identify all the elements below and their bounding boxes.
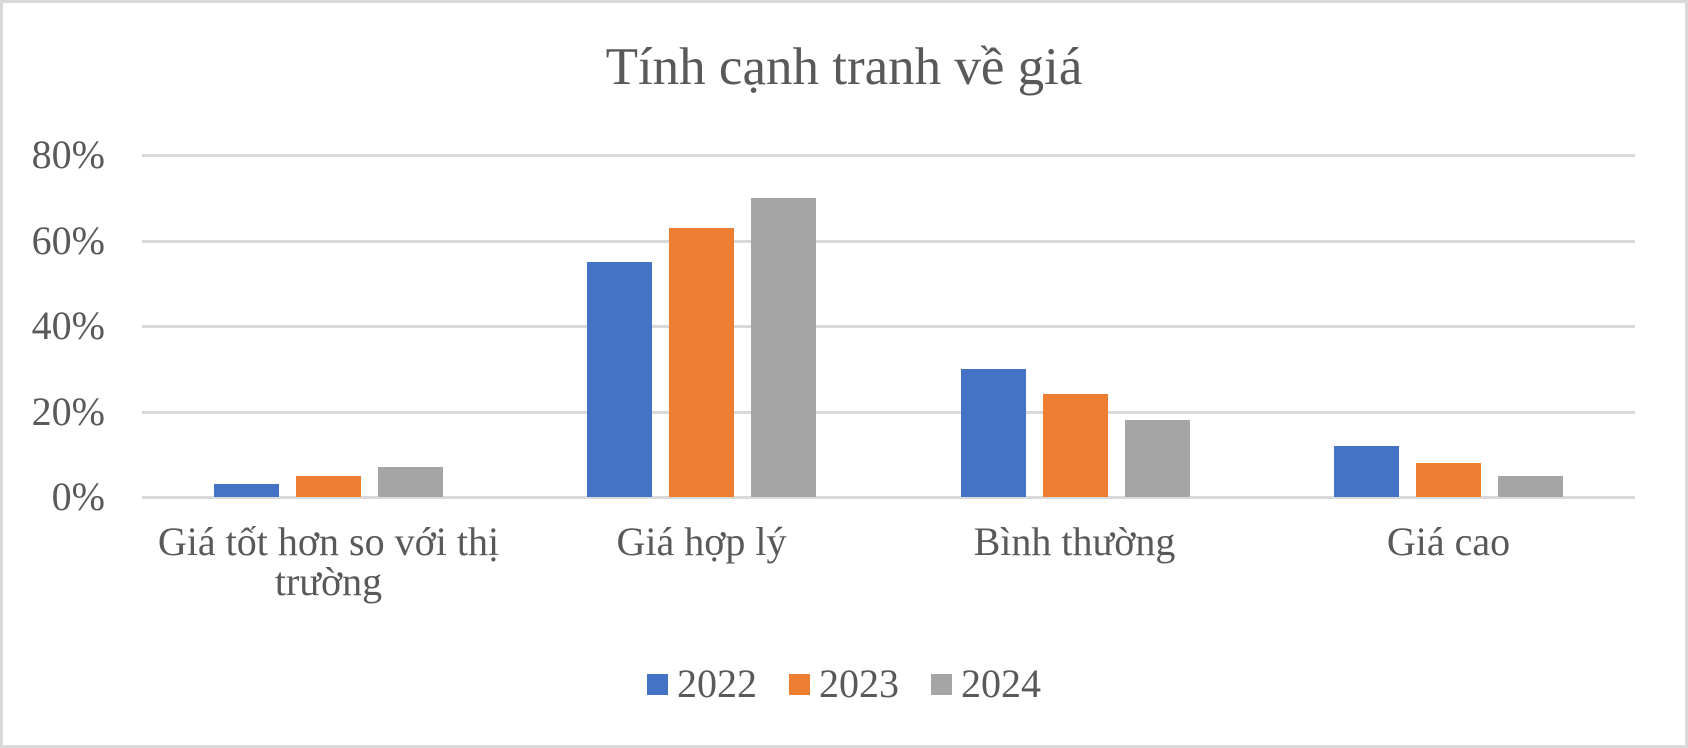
bar-2022-cat1 — [587, 261, 653, 497]
y-tick-label: 40% — [31, 303, 105, 348]
bar-2023-cat3 — [1415, 462, 1481, 497]
gridline-60 — [142, 239, 1635, 243]
y-tick-label: 0% — [51, 474, 105, 519]
bar-2022-cat0 — [214, 484, 280, 497]
y-tick-label: 80% — [31, 132, 105, 177]
bar-2024-cat2 — [1124, 420, 1190, 497]
legend-swatch-icon — [931, 673, 952, 695]
y-tick-label: 20% — [31, 388, 105, 434]
category-label-normal: Bình thường — [973, 519, 1176, 564]
category-label-reasonable-price: Giá hợp lý — [616, 519, 787, 564]
legend: 2022 2023 2024 — [0, 662, 1688, 706]
legend-label: 2022 — [677, 661, 757, 706]
legend-item-2022[interactable]: 2022 — [647, 662, 757, 706]
gridline-40 — [142, 325, 1635, 328]
bar-2023-cat2 — [1042, 394, 1108, 497]
x-axis-baseline — [142, 496, 1635, 499]
plot-area — [142, 154, 1635, 499]
chart-title: Tính cạnh tranh về giá — [605, 38, 1083, 96]
gridline-80 — [142, 154, 1635, 157]
bar-2022-cat2 — [960, 368, 1026, 497]
legend-swatch-icon — [789, 673, 810, 695]
category-label-high-price: Giá cao — [1386, 519, 1511, 564]
legend-item-2023[interactable]: 2023 — [789, 662, 899, 706]
bar-2024-cat0 — [378, 467, 444, 497]
category-label-better-price: Giá tốt hơn so với thị trường — [142, 522, 515, 602]
gridline-20 — [142, 410, 1635, 414]
bar-2024-cat3 — [1497, 475, 1563, 497]
bar-2023-cat1 — [669, 227, 735, 497]
bar-2022-cat3 — [1333, 445, 1399, 497]
legend-label: 2024 — [961, 661, 1041, 706]
category-label-line: trường — [274, 559, 383, 604]
bar-2024-cat1 — [751, 197, 817, 497]
legend-item-2024[interactable]: 2024 — [931, 662, 1041, 706]
category-label-line: Giá tốt hơn so với thị — [157, 519, 500, 564]
legend-label: 2023 — [819, 661, 899, 706]
legend-swatch-icon — [647, 673, 668, 695]
bar-2023-cat0 — [296, 475, 362, 497]
y-tick-label: 60% — [31, 217, 105, 263]
